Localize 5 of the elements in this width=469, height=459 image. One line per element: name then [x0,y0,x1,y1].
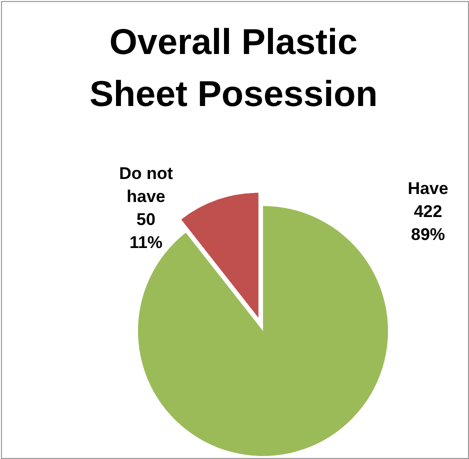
slice-label: Do not have [119,164,174,206]
data-label: 50 11% [129,210,163,252]
data-label: 422 89% [410,202,446,244]
chart-title: Overall Plastic Sheet Posession [89,21,378,114]
slice-label: Have [408,179,448,198]
